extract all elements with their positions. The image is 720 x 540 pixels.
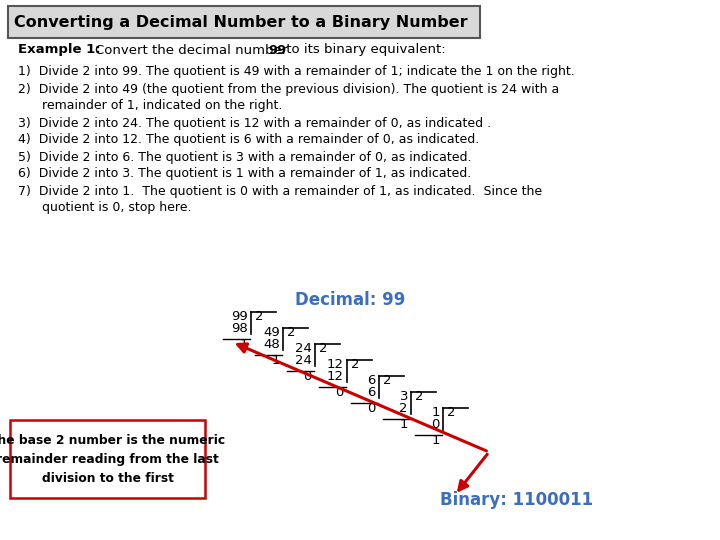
Text: 0: 0 [304, 369, 312, 382]
Text: 12: 12 [327, 357, 344, 370]
Text: 1)  Divide 2 into 99. The quotient is 49 with a remainder of 1; indicate the 1 o: 1) Divide 2 into 99. The quotient is 49 … [18, 65, 575, 78]
Text: The base 2 number is the numeric
remainder reading from the last
division to the: The base 2 number is the numeric remaind… [0, 434, 225, 484]
Text: 3: 3 [400, 389, 408, 402]
Text: 6: 6 [368, 374, 376, 387]
Text: 99: 99 [268, 44, 287, 57]
Text: Example 1:: Example 1: [18, 44, 101, 57]
Text: 1: 1 [240, 338, 248, 350]
Text: 2: 2 [351, 357, 359, 370]
Text: 6: 6 [368, 387, 376, 400]
Text: 2: 2 [255, 309, 264, 322]
Text: 98: 98 [231, 322, 248, 335]
Text: 1: 1 [400, 417, 408, 430]
Text: 24: 24 [295, 354, 312, 368]
Text: Decimal: 99: Decimal: 99 [295, 291, 405, 309]
Text: 2)  Divide 2 into 49 (the quotient from the previous division). The quotient is : 2) Divide 2 into 49 (the quotient from t… [18, 83, 559, 96]
Text: 2: 2 [383, 374, 392, 387]
FancyBboxPatch shape [8, 6, 480, 38]
Text: quotient is 0, stop here.: quotient is 0, stop here. [18, 201, 192, 214]
Text: 2: 2 [447, 406, 456, 419]
Text: 0: 0 [368, 402, 376, 415]
Text: 49: 49 [264, 326, 280, 339]
Text: 2: 2 [319, 341, 328, 354]
Text: 1: 1 [431, 406, 440, 419]
Text: 6)  Divide 2 into 3. The quotient is 1 with a remainder of 1, as indicated.: 6) Divide 2 into 3. The quotient is 1 wi… [18, 167, 472, 180]
Text: 3)  Divide 2 into 24. The quotient is 12 with a remainder of 0, as indicated .: 3) Divide 2 into 24. The quotient is 12 … [18, 117, 491, 130]
Text: to its binary equivalent:: to its binary equivalent: [282, 44, 446, 57]
Text: 0: 0 [336, 386, 344, 399]
Text: 2: 2 [415, 389, 423, 402]
Text: 12: 12 [327, 370, 344, 383]
FancyBboxPatch shape [10, 420, 205, 498]
Text: 99: 99 [231, 309, 248, 322]
Text: Binary: 1100011: Binary: 1100011 [440, 491, 593, 509]
Text: Converting a Decimal Number to a Binary Number: Converting a Decimal Number to a Binary … [14, 15, 467, 30]
Text: 1: 1 [271, 354, 280, 367]
Text: 24: 24 [295, 341, 312, 354]
Text: remainder of 1, indicated on the right.: remainder of 1, indicated on the right. [18, 99, 282, 112]
Text: 1: 1 [431, 434, 440, 447]
Text: 5)  Divide 2 into 6. The quotient is 3 with a remainder of 0, as indicated.: 5) Divide 2 into 6. The quotient is 3 wi… [18, 151, 472, 164]
Text: 7)  Divide 2 into 1.  The quotient is 0 with a remainder of 1, as indicated.  Si: 7) Divide 2 into 1. The quotient is 0 wi… [18, 185, 542, 198]
Text: 2: 2 [400, 402, 408, 415]
Text: 4)  Divide 2 into 12. The quotient is 6 with a remainder of 0, as indicated.: 4) Divide 2 into 12. The quotient is 6 w… [18, 133, 480, 146]
Text: 2: 2 [287, 326, 295, 339]
Text: Convert the decimal number: Convert the decimal number [95, 44, 292, 57]
Text: 48: 48 [264, 339, 280, 352]
Text: 0: 0 [431, 418, 440, 431]
